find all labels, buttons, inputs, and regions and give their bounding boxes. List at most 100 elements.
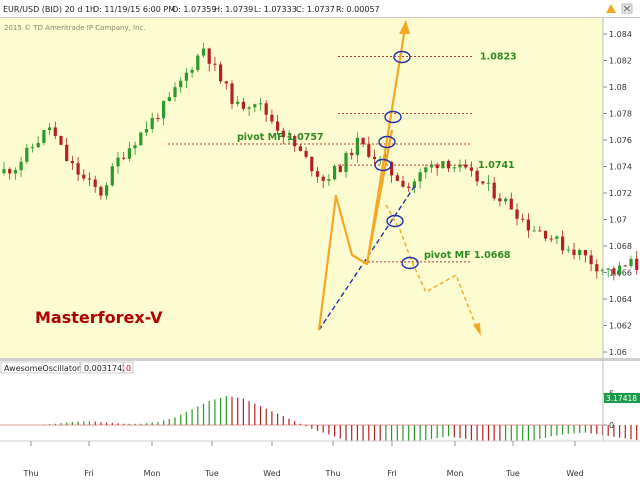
price-tick-label: 1.072 — [609, 189, 632, 198]
candle-body — [179, 80, 183, 88]
candle-body — [133, 145, 137, 149]
candle-body — [344, 152, 348, 172]
candle-body — [361, 137, 365, 145]
candle-body — [549, 238, 553, 240]
oscillator-right-value: 3.17418 — [606, 394, 637, 403]
candle-body — [555, 236, 559, 239]
candle-body — [526, 219, 530, 231]
candle-body — [327, 179, 331, 181]
candle-body — [412, 181, 416, 188]
price-panel — [0, 18, 603, 358]
panel-separator[interactable] — [0, 358, 640, 361]
candle-body — [538, 230, 542, 232]
candle-body — [367, 144, 371, 157]
oscillator-value: 0.0031742 — [84, 364, 127, 373]
price-tick-label: 1.062 — [609, 322, 632, 331]
candle-body — [213, 63, 217, 65]
candle-body — [76, 163, 80, 175]
candle-body — [53, 127, 57, 136]
oscillator-tick-label: 0 — [609, 421, 614, 430]
candle-body — [407, 186, 411, 188]
candle-body — [162, 101, 166, 119]
oscillator-name: AwesomeOscillator — [4, 364, 81, 373]
time-tick-label: Mon — [144, 469, 161, 478]
candle-body — [48, 127, 52, 131]
candle-body — [247, 107, 251, 109]
oscillator-value-badge: 3.17418 — [604, 393, 640, 403]
candle-body — [310, 156, 314, 172]
candle-body — [521, 218, 525, 220]
close-icon[interactable] — [621, 3, 633, 14]
price-level-label: pivot MF 1.0757 — [237, 132, 324, 143]
candle-body — [287, 136, 291, 138]
candle-body — [30, 147, 35, 149]
time-tick-label: Tue — [505, 469, 520, 478]
candle-body — [589, 255, 593, 265]
candle-body — [184, 72, 188, 81]
trend-line — [318, 183, 417, 331]
candle-body — [458, 164, 462, 168]
price-tick-label: 1.082 — [609, 57, 632, 66]
candle-body — [150, 117, 154, 130]
header-close: C: 1.0737 — [296, 5, 335, 14]
overlays-layer — [317, 20, 481, 336]
candle-body — [424, 167, 428, 173]
oscillator-panel — [0, 361, 603, 441]
candle-body — [122, 157, 126, 159]
candle-body — [236, 101, 240, 104]
candle-body — [315, 171, 320, 177]
candle-body — [504, 198, 508, 202]
candle-body — [59, 135, 63, 145]
candle-body — [583, 249, 587, 256]
time-tick-label: Wed — [263, 469, 280, 478]
candle-body — [264, 103, 268, 115]
zigzag-projection — [317, 129, 394, 331]
candle-body — [338, 165, 342, 172]
price-level-label: 1.0741 — [478, 160, 515, 171]
candle-body — [201, 48, 206, 56]
candle-body — [441, 161, 445, 169]
candle-body — [481, 181, 485, 184]
candle-body — [401, 180, 405, 187]
price-level-label: pivot MF 1.0668 — [424, 250, 511, 261]
header-range: R: 0.00057 — [336, 5, 380, 14]
candle-body — [447, 161, 451, 169]
candle-body — [629, 258, 633, 266]
candle-body — [635, 258, 639, 270]
candle-body — [110, 166, 114, 186]
candles-layer — [2, 42, 639, 281]
candle-body — [566, 249, 570, 251]
candle-body — [105, 185, 109, 196]
target-ring — [393, 50, 411, 64]
price-tick-label: 1.07 — [609, 216, 627, 225]
time-tick-label: Mon — [447, 469, 464, 478]
candle-body — [99, 186, 103, 196]
header-high: H: 1.0739 — [214, 5, 253, 14]
candle-body — [42, 130, 46, 143]
price-tick-label: 1.06 — [609, 348, 627, 357]
price-level-label: 1.0823 — [480, 52, 517, 63]
time-tick-label: Wed — [566, 469, 583, 478]
price-tick-label: 1.064 — [609, 295, 632, 304]
candle-body — [486, 182, 491, 184]
candle-body — [36, 142, 40, 148]
candle-body — [578, 249, 582, 256]
candle-body — [492, 182, 496, 199]
candle-body — [572, 249, 576, 256]
up-arrow-icon[interactable] — [606, 4, 616, 13]
time-tick-label: Fri — [387, 469, 397, 478]
header-bar — [0, 0, 640, 17]
target-ring — [401, 256, 419, 270]
candle-body — [281, 130, 285, 138]
oscillator-legend: AwesomeOscillator 0.0031742 0 — [0, 361, 134, 374]
target-ring — [386, 214, 404, 228]
header-symbol: EUR/USD (BID) 20 d 1h — [3, 5, 95, 14]
candle-body — [224, 81, 228, 84]
candle-body — [498, 198, 502, 202]
price-tick-label: 1.084 — [609, 30, 632, 39]
candle-body — [127, 148, 131, 159]
candle-body — [207, 48, 211, 64]
candle-body — [241, 101, 245, 109]
candle-body — [87, 178, 92, 180]
